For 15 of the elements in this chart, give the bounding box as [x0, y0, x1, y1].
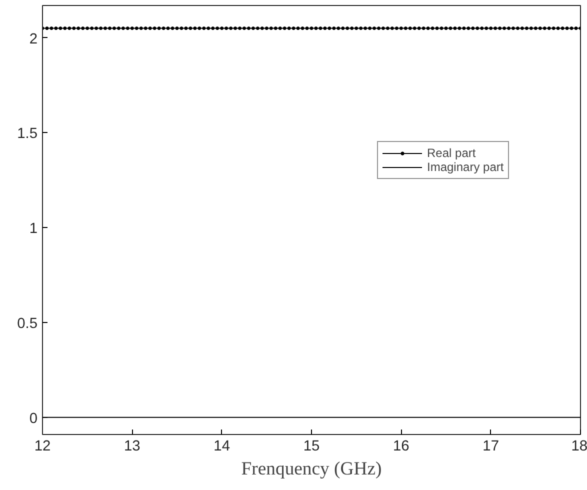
- y-tick-label: 1.5: [17, 126, 38, 142]
- y-tick-label: 2: [29, 31, 38, 48]
- x-tick-label: 15: [303, 438, 320, 454]
- x-tick-label: 16: [393, 438, 410, 454]
- x-tick-label: 18: [571, 438, 587, 454]
- y-tick-label: 1: [29, 221, 38, 238]
- x-tick-label: 13: [124, 438, 140, 454]
- x-tick-label: 17: [482, 438, 499, 454]
- x-tick-label: 14: [214, 438, 230, 454]
- x-axis-title: Frenquency (GHz): [241, 458, 382, 480]
- y-tick-label: 0: [29, 410, 38, 427]
- legend-label: Imaginary part: [427, 160, 504, 174]
- legend-label: Real part: [427, 146, 476, 160]
- x-tick-label: 12: [34, 438, 51, 454]
- y-tick-label: 0.5: [17, 316, 38, 332]
